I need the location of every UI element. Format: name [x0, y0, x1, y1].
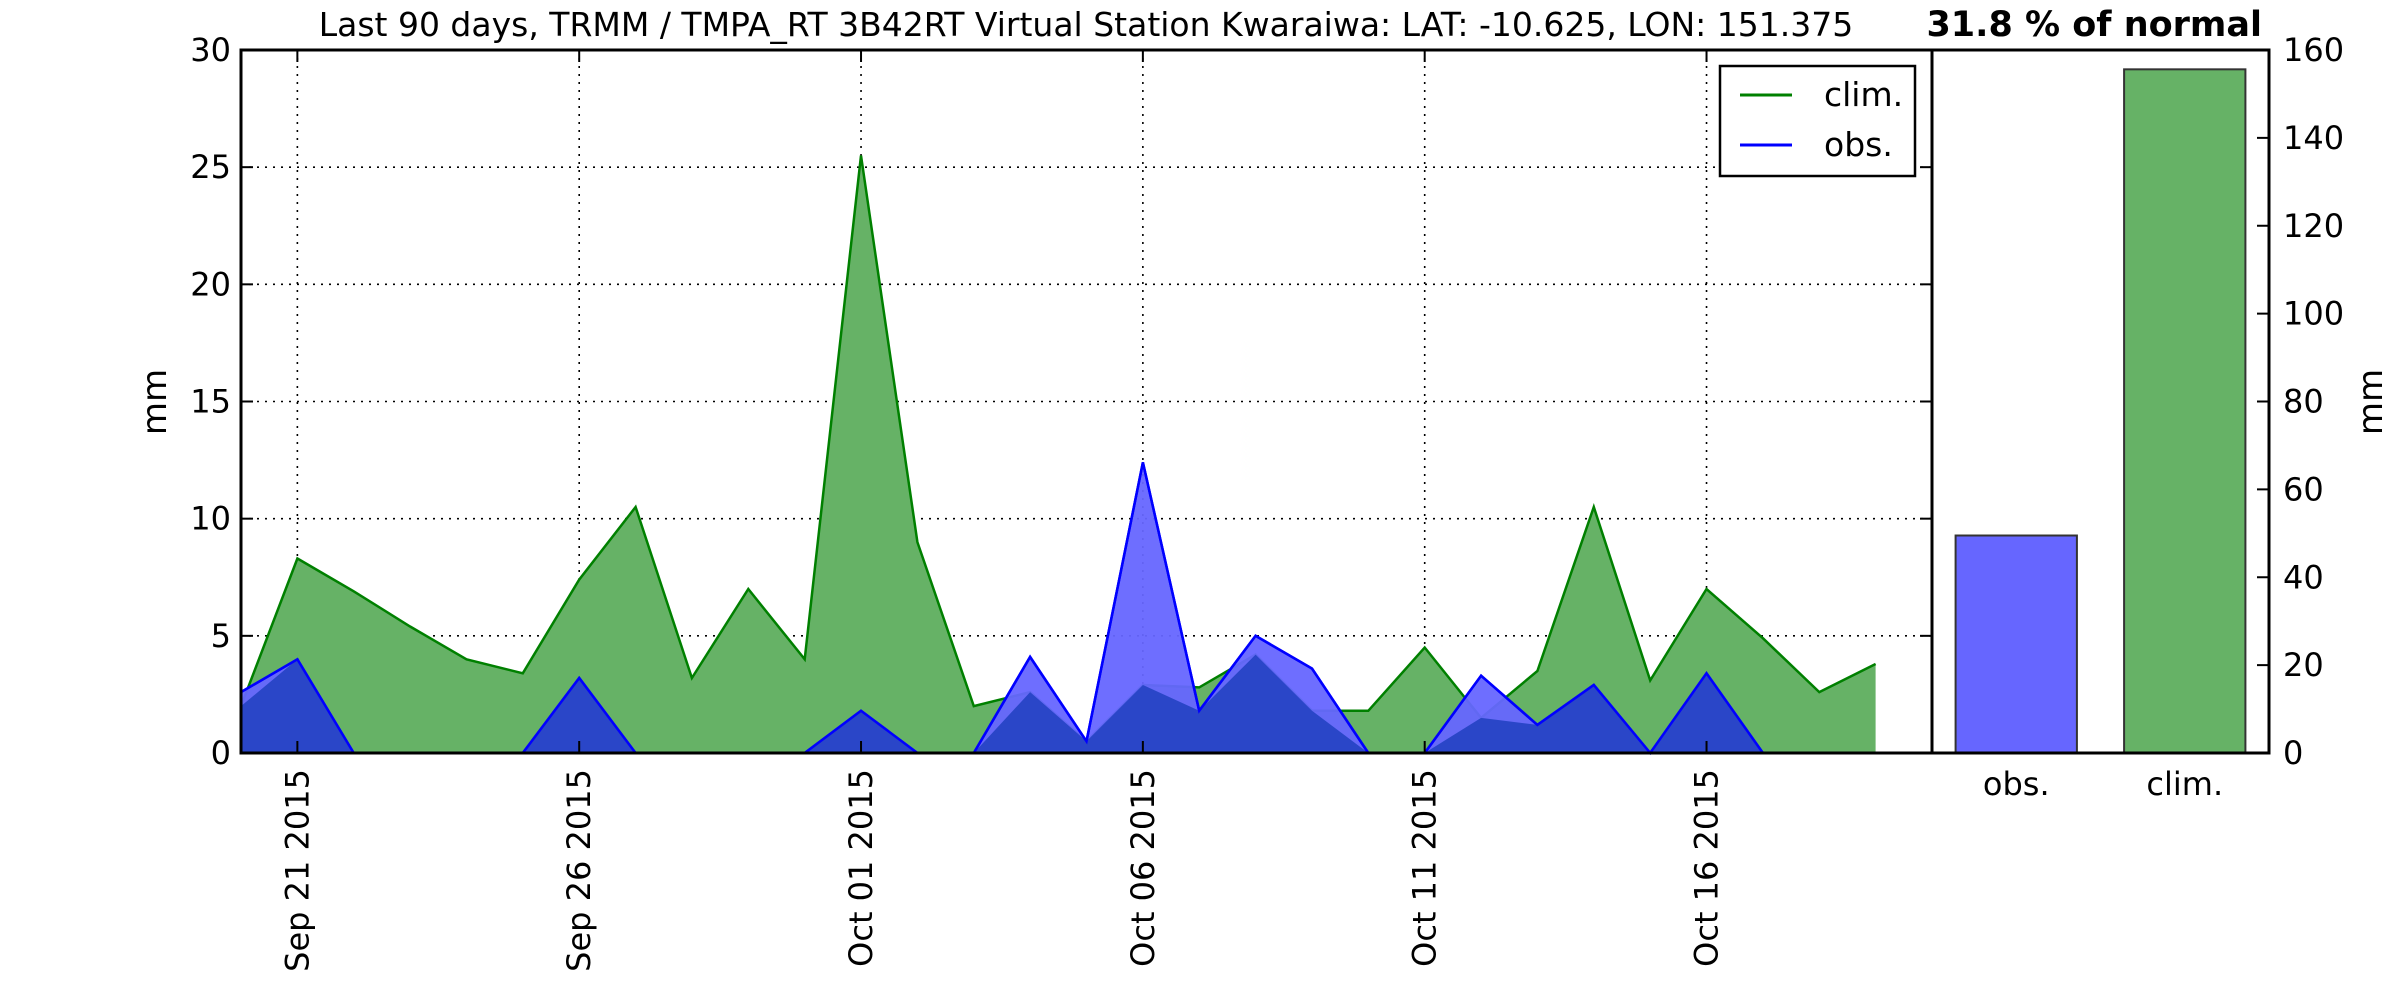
bar-y-tick-label: 80	[2283, 383, 2324, 421]
y-tick-label: 0	[211, 734, 231, 772]
series-overlap-area	[241, 654, 1876, 753]
legend: clim. obs.	[1718, 64, 1917, 178]
y-tick-label: 30	[190, 31, 231, 69]
legend-box	[1718, 64, 1917, 178]
bar-category-label: clim.	[2146, 765, 2223, 803]
bar-y-tick-label: 60	[2283, 470, 2324, 508]
x-tick-label: Oct 16 2015	[1688, 769, 1726, 967]
x-tick-label: Oct 01 2015	[842, 769, 880, 967]
y-tick-label: 15	[190, 383, 231, 421]
y-tick-label: 5	[211, 617, 231, 655]
main-chart: 0 5 10 15 20 25 30 Sep 21 2015 Sep 26 2015 Oct 01…	[135, 5, 1934, 972]
bar-y-tick-label: 20	[2283, 646, 2324, 684]
bar-clim	[2123, 68, 2247, 754]
bar-y-tick-label: 160	[2283, 31, 2344, 69]
series-area-clim	[241, 155, 1876, 753]
y-tick-label: 25	[190, 148, 231, 186]
legend-label-obs: obs.	[1824, 125, 1893, 164]
main-axis-ticks: 0 5 10 15 20 25 30 Sep 21 2015 Sep 26 2015 Oct 01…	[190, 31, 1932, 972]
bar-chart-title: 31.8 % of normal	[1926, 5, 2262, 45]
bar-obs	[1954, 534, 2078, 755]
y-tick-label: 10	[190, 500, 231, 538]
x-tick-label: Oct 11 2015	[1406, 769, 1444, 967]
bar-y-tick-label: 120	[2283, 207, 2344, 245]
x-tick-label: Oct 06 2015	[1124, 769, 1162, 967]
bar-chart: obs. clim. 0 20 40 60 80 100 120 140 160 31.8 % of…	[1926, 5, 2391, 803]
bar-y-tick-label: 40	[2283, 558, 2324, 596]
x-tick-label: Sep 26 2015	[560, 769, 598, 972]
y-tick-label: 20	[190, 265, 231, 303]
bar-y-tick-label: 100	[2283, 295, 2344, 333]
bar-y-tick-label: 140	[2283, 119, 2344, 157]
bar-y-tick-label: 0	[2283, 734, 2303, 772]
bar-axis-ticks: obs. clim. 0 20 40 60 80 100 120 140 160	[1983, 31, 2344, 803]
x-tick-label: Sep 21 2015	[278, 769, 316, 972]
legend-label-clim: clim.	[1824, 75, 1903, 114]
bar-category-label: obs.	[1983, 765, 2050, 803]
bar-y-axis-label: mm	[2351, 369, 2391, 435]
bar-marks	[1954, 68, 2247, 755]
main-y-axis-label: mm	[135, 369, 175, 435]
main-chart-title: Last 90 days, TRMM / TMPA_RT 3B42RT Virt…	[319, 5, 1854, 44]
